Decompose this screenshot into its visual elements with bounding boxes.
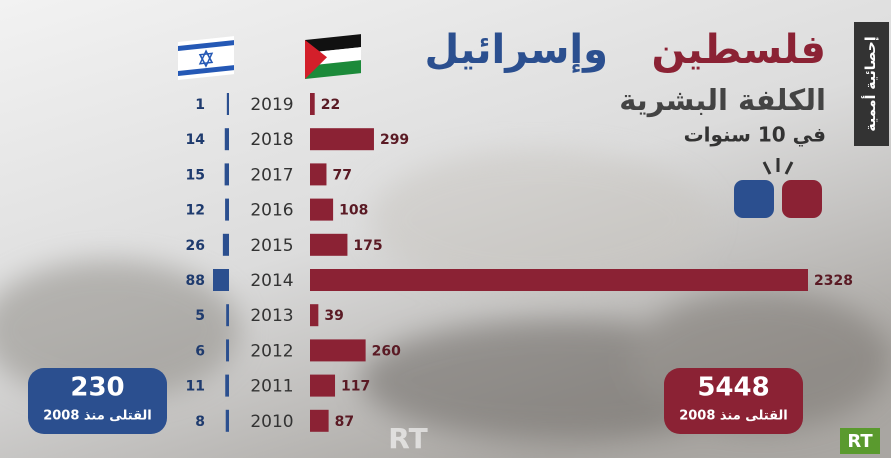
bar: [310, 93, 315, 115]
bar: [224, 128, 229, 151]
bar: [310, 339, 366, 362]
bar: [213, 269, 229, 291]
year-label: 2017: [250, 165, 293, 185]
period: في 10 سنوات: [684, 123, 826, 148]
title-part: وإسرائيل: [424, 27, 608, 73]
value-label: 2328: [814, 273, 853, 289]
watermark: RT: [388, 422, 427, 455]
value-label: 8: [195, 414, 205, 430]
year-label: 2013: [250, 306, 293, 326]
total-label: القتلى منذ 2008: [43, 409, 152, 424]
value-label: 87: [335, 414, 354, 430]
flag-palestine: [305, 34, 361, 79]
year-label: 2012: [250, 341, 293, 361]
value-label: 6: [195, 343, 205, 359]
fists-icon: [734, 158, 822, 218]
value-label: 88: [186, 273, 205, 289]
value-label: 5: [195, 308, 205, 324]
value-label: 108: [339, 203, 368, 219]
bar: [310, 409, 329, 432]
total-value: 230: [70, 373, 124, 403]
bar: [225, 374, 229, 397]
value-label: 26: [186, 238, 205, 254]
bar: [226, 93, 229, 115]
logo: RT: [847, 431, 873, 452]
value-label: 77: [332, 167, 351, 183]
total-label: القتلى منذ 2008: [679, 409, 788, 424]
title-part: فلسطين: [651, 27, 826, 73]
value-label: 299: [380, 132, 409, 148]
side-label: إحصائية أممية: [861, 36, 879, 131]
flag-israel: [178, 36, 234, 80]
bar: [225, 198, 229, 221]
bar: [225, 409, 229, 432]
year-label: 2018: [250, 130, 293, 150]
side-strip: [854, 22, 889, 146]
logo-box: [840, 428, 880, 454]
value-label: 260: [372, 343, 401, 359]
bar: [310, 128, 374, 151]
value-label: 12: [186, 203, 205, 219]
bar: [226, 339, 229, 362]
total-box: [28, 368, 167, 434]
value-label: 117: [341, 379, 370, 395]
bar: [310, 233, 348, 256]
year-label: 2010: [250, 412, 293, 432]
bar: [226, 304, 229, 327]
value-label: 15: [186, 167, 205, 183]
bar: [310, 374, 336, 397]
smoke: [0, 150, 890, 440]
bar: [222, 233, 229, 256]
bar: [310, 163, 327, 186]
year-label: 2016: [250, 201, 293, 221]
bar: [310, 269, 808, 291]
value-label: 14: [186, 132, 206, 148]
year-label: 2019: [250, 95, 293, 115]
value-label: 11: [186, 379, 205, 395]
value-label: 22: [321, 97, 340, 113]
value-label: 175: [353, 238, 382, 254]
value-label: 1: [195, 97, 205, 113]
bar: [310, 198, 334, 221]
year-label: 2015: [250, 236, 293, 256]
year-label: 2014: [250, 271, 293, 291]
subtitle: الكلفة البشرية: [619, 83, 826, 117]
bar: [224, 163, 229, 186]
total-box: [664, 368, 803, 434]
total-value: 5448: [697, 373, 769, 403]
value-label: 39: [324, 308, 343, 324]
year-label: 2011: [250, 377, 293, 397]
bar: [310, 304, 319, 327]
